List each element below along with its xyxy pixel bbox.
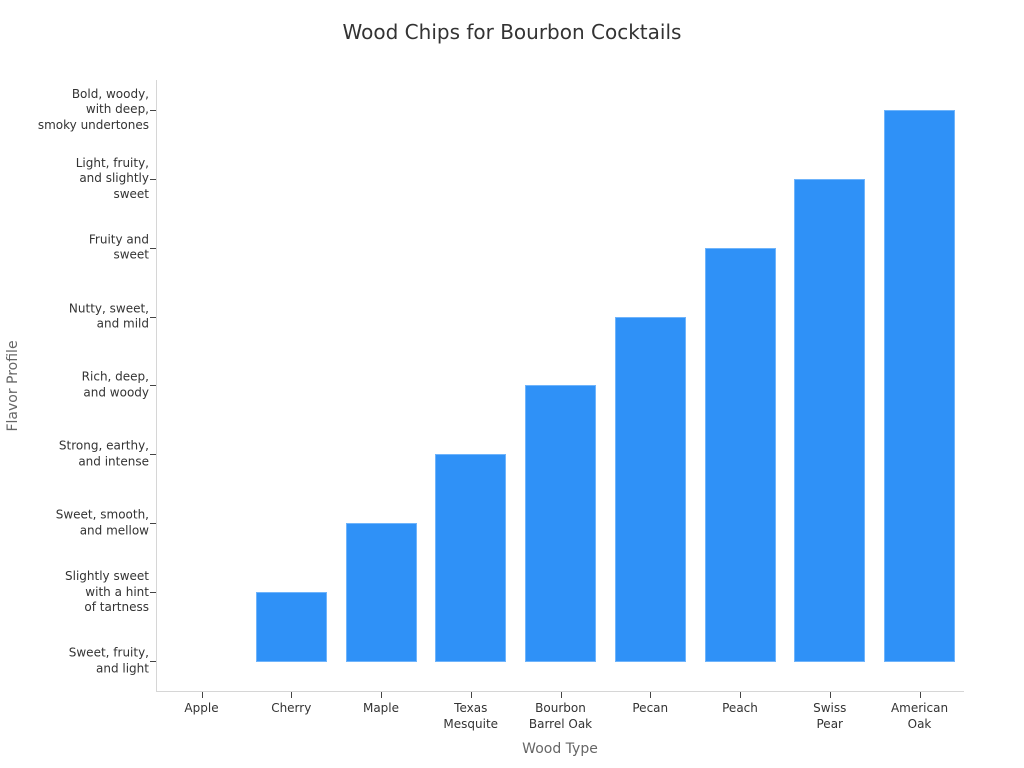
y-tick — [150, 248, 156, 249]
y-tick — [150, 385, 156, 386]
y-tick — [150, 592, 156, 593]
y-tick-label: Nutty, sweet, and mild — [68, 301, 149, 331]
y-tick-label: Rich, deep, and woody — [81, 369, 149, 400]
x-tick-label: Peach — [722, 701, 758, 715]
bar[interactable] — [704, 247, 776, 662]
bar[interactable] — [884, 109, 955, 662]
y-tick — [150, 179, 156, 180]
y-tick — [150, 454, 156, 455]
x-tick — [650, 692, 651, 698]
bar[interactable] — [794, 178, 866, 662]
y-tick-label: Sweet, smooth, and mellow — [55, 507, 149, 538]
y-tick-label: Bold, woody, with deep, smoky undertones — [37, 86, 149, 132]
y-tick — [150, 661, 156, 662]
x-tick — [561, 692, 562, 698]
x-tick — [381, 692, 382, 698]
x-tick-label: Apple — [184, 701, 219, 715]
y-tick-label: Light, fruity, and slightly sweet — [75, 155, 149, 201]
x-tick — [830, 692, 831, 698]
bar[interactable] — [525, 385, 596, 662]
x-tick-label: Texas Mesquite — [443, 701, 499, 731]
x-tick-label: Swiss Pear — [813, 701, 847, 731]
x-tick-label: Maple — [362, 701, 400, 715]
y-tick — [150, 523, 156, 524]
bar[interactable] — [614, 316, 686, 662]
x-tick — [471, 692, 472, 698]
x-axis-line — [156, 691, 964, 692]
bar[interactable] — [255, 592, 327, 662]
bar[interactable] — [345, 523, 417, 662]
y-axis-label: Flavor Profile — [5, 340, 21, 432]
x-tick-label: American Oak — [890, 701, 949, 731]
y-tick — [150, 110, 156, 111]
y-tick-label: Slightly sweet with a hint of tartness — [65, 568, 149, 614]
x-tick — [291, 692, 292, 698]
x-tick-label: Cherry — [271, 701, 312, 715]
chart-title: Wood Chips for Bourbon Cocktails — [342, 20, 682, 44]
y-axis-line — [156, 80, 157, 692]
x-axis-label: Wood Type — [522, 741, 598, 757]
x-tick — [920, 692, 921, 698]
y-tick — [150, 317, 156, 318]
x-tick-label: Bourbon Barrel Oak — [528, 701, 593, 731]
x-tick — [202, 692, 203, 698]
x-tick — [740, 692, 741, 698]
y-tick-label: Sweet, fruity, and light — [68, 645, 149, 676]
y-tick-label: Strong, earthy, and intense — [58, 438, 149, 469]
y-tick-label: Fruity and sweet — [88, 232, 149, 262]
x-tick-label: Pecan — [632, 701, 669, 715]
bar[interactable] — [435, 454, 507, 662]
